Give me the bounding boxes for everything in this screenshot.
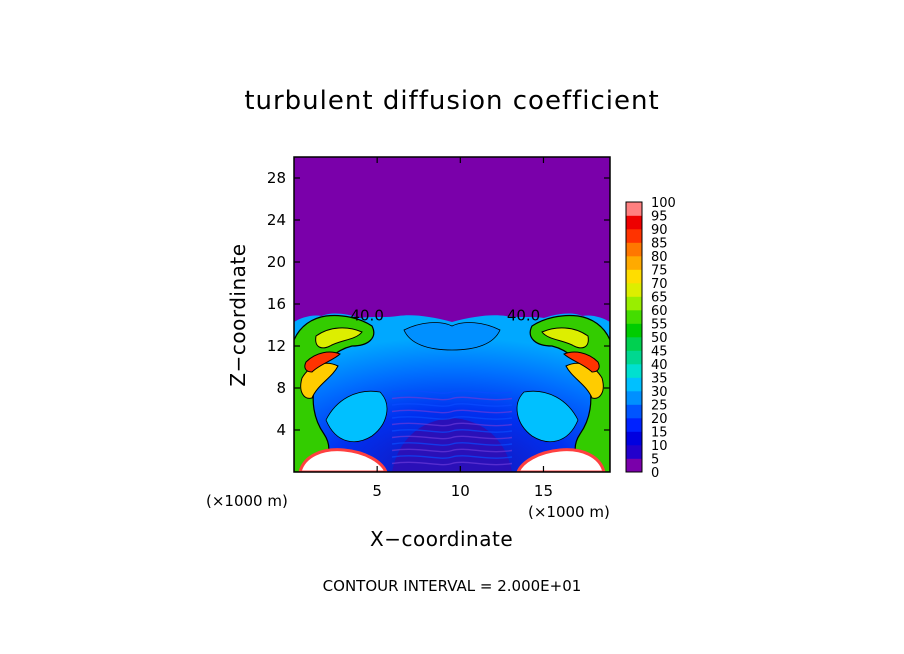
- striation-line: [391, 403, 513, 407]
- x-tick-label: 5: [372, 482, 382, 500]
- colorbar-swatch: [626, 445, 642, 459]
- axes-group: 4 8 12 16 20 24 28 5 10 15: [267, 157, 610, 500]
- colorbar-tick-label: 65: [651, 291, 668, 306]
- contour-interval-note: CONTOUR INTERVAL = 2.000E+01: [322, 577, 582, 595]
- y-axis-label: Z−coordinate: [226, 243, 250, 387]
- colorbar-tick-label: 95: [651, 210, 668, 225]
- inner-cyan-right: [516, 390, 579, 443]
- colorbar: 0510152025303540455055606570758085909510…: [625, 196, 676, 481]
- striation-line: [391, 442, 513, 446]
- striation-line: [391, 435, 513, 440]
- colorbar-swatch: [626, 458, 642, 473]
- colorbar-swatch: [626, 215, 642, 230]
- colorbar-swatch: [626, 256, 642, 270]
- colorbar-tick-label: 45: [651, 345, 668, 360]
- x-tick-label: 10: [451, 482, 470, 500]
- plot-frame: [293, 156, 611, 473]
- striation-line: [391, 448, 513, 453]
- colorbar-swatch: [626, 269, 642, 284]
- colorbar-swatch: [626, 202, 642, 216]
- colorbar-tick-label: 10: [651, 439, 668, 454]
- colorbar-tick-label: 40: [651, 358, 668, 373]
- colorbar-tick-label: 0: [651, 466, 659, 481]
- y-tick-label: 12: [267, 337, 286, 355]
- core-cyan: [403, 322, 501, 351]
- y-tick-label: 8: [276, 379, 286, 397]
- striation-line: [391, 416, 513, 420]
- colorbar-swatch: [626, 404, 642, 419]
- colorbar-tick-label: 15: [651, 426, 668, 441]
- colorbar-swatch: [626, 337, 642, 351]
- contour-label-group: 40.0 40.0: [350, 307, 540, 325]
- chart-title: turbulent diffusion coefficient: [244, 86, 660, 116]
- contour-label: 40.0: [350, 307, 383, 325]
- colorbar-tick-label: 50: [651, 331, 668, 346]
- colorbar-swatch: [626, 296, 642, 311]
- eddy-left-red: [304, 351, 341, 373]
- striation-line: [391, 422, 513, 427]
- striation-line: [391, 461, 513, 466]
- striation-line: [391, 429, 513, 433]
- colorbar-frame: [625, 201, 643, 473]
- colorbar-swatch: [626, 350, 642, 365]
- colorbar-swatch: [626, 418, 642, 432]
- eddy-left-upper: [315, 327, 363, 349]
- x-axis-label: X−coordinate: [370, 527, 514, 551]
- colorbar-tick-label: 90: [651, 223, 668, 238]
- plume-shell-left: [294, 314, 375, 472]
- y-tick-label: 28: [267, 169, 286, 187]
- x-unit-label-right: (×1000 m): [528, 503, 610, 521]
- base-bubble-left: [298, 448, 388, 472]
- colorbar-tick-label: 20: [651, 412, 668, 427]
- base-bubble-right: [516, 448, 606, 472]
- x-unit-label-left: (×1000 m): [206, 492, 288, 510]
- colorbar-swatch: [626, 364, 642, 378]
- contour-label: 40.0: [507, 307, 540, 325]
- y-tick-label: 16: [267, 295, 286, 313]
- eddy-right-red: [563, 351, 600, 373]
- colorbar-tick-label: 55: [651, 318, 668, 333]
- colorbar-swatch: [626, 391, 642, 405]
- striation-line: [391, 396, 513, 401]
- colorbar-swatch: [626, 431, 642, 446]
- colorbar-swatch: [626, 310, 642, 324]
- colorbar-tick-label: 25: [651, 399, 668, 414]
- eddy-right-upper: [541, 327, 589, 349]
- colorbar-tick-label: 70: [651, 277, 668, 292]
- heatmap-field: [294, 157, 610, 472]
- colorbar-swatch: [626, 283, 642, 297]
- inner-cyan-left: [325, 390, 388, 443]
- x-tick-label: 15: [534, 482, 553, 500]
- y-tick-label: 24: [267, 211, 286, 229]
- striation-line: [391, 390, 513, 394]
- colorbar-tick-label: 100: [651, 196, 676, 211]
- colorbar-swatch: [626, 377, 642, 392]
- striation-group: [391, 390, 513, 466]
- colorbar-swatch: [626, 242, 642, 257]
- striation-line: [391, 455, 513, 459]
- colorbar-tick-label: 30: [651, 385, 668, 400]
- y-tick-label: 20: [267, 253, 286, 271]
- colorbar-swatch: [626, 323, 642, 338]
- y-tick-label: 4: [276, 421, 286, 439]
- striation-line: [391, 409, 513, 414]
- colorbar-swatch: [626, 229, 642, 243]
- colorbar-tick-label: 35: [651, 372, 668, 387]
- colorbar-tick-label: 75: [651, 264, 668, 279]
- plume-shell-right: [529, 314, 610, 472]
- colorbar-tick-label: 5: [651, 453, 659, 468]
- colorbar-tick-label: 85: [651, 237, 668, 252]
- colorbar-tick-label: 60: [651, 304, 668, 319]
- colorbar-tick-label: 80: [651, 250, 668, 265]
